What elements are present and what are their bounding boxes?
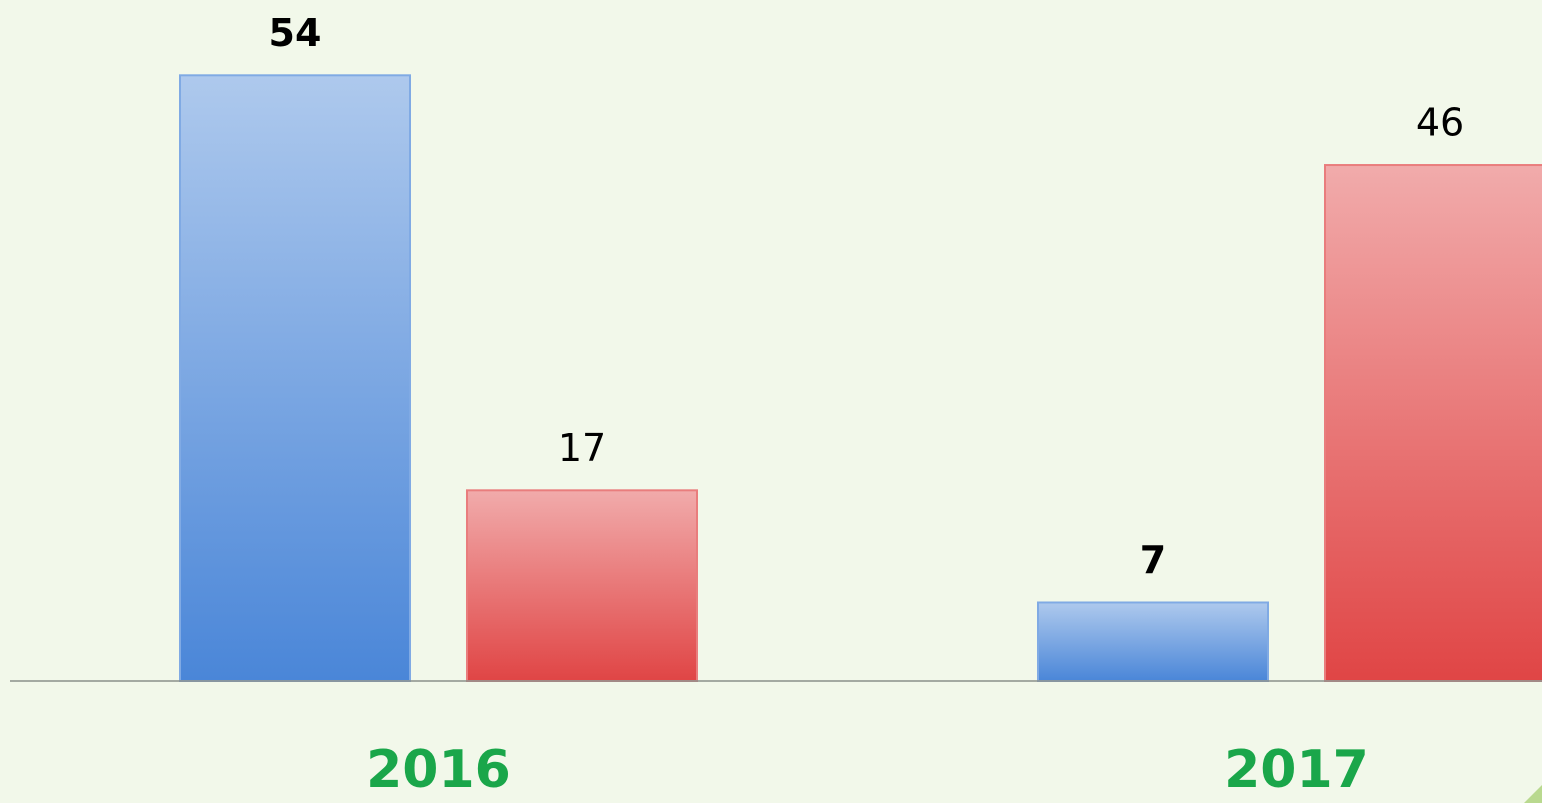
- x-tick-label: 2016: [366, 740, 511, 800]
- bar: [1037, 601, 1269, 683]
- data-label: 54: [269, 11, 322, 55]
- data-label: 7: [1140, 538, 1166, 582]
- bar: [466, 489, 698, 683]
- bar: [179, 74, 411, 683]
- data-label: 46: [1416, 101, 1464, 145]
- data-label: 17: [558, 426, 606, 470]
- bar: [1324, 164, 1542, 683]
- x-tick-label: 2017: [1224, 740, 1369, 800]
- corner-decoration: [1524, 785, 1542, 803]
